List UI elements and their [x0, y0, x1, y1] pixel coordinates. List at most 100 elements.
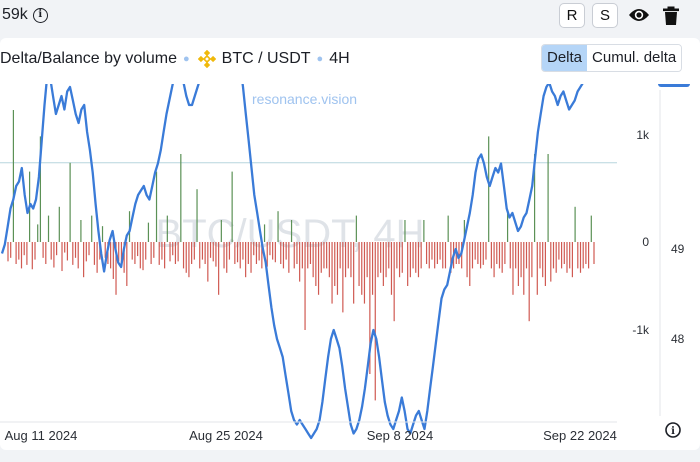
delta-bar [301, 242, 303, 269]
delta-bar [23, 242, 25, 256]
delta-bar [388, 242, 390, 269]
delta-bar [164, 242, 166, 269]
delta-bar [266, 242, 268, 267]
chart-title: Delta/Balance by volume [0, 50, 177, 67]
tab-delta[interactable]: Delta [542, 45, 588, 71]
r-button[interactable]: R [559, 3, 585, 28]
delta-bar [64, 242, 66, 253]
delta-bar [431, 242, 433, 260]
delta-bar [88, 242, 90, 256]
delta-bar [26, 242, 28, 265]
delta-bar [552, 242, 555, 269]
delta-bar [96, 242, 98, 273]
trash-icon[interactable] [663, 6, 679, 25]
delta-bar [477, 242, 479, 264]
delta-bar [172, 242, 174, 256]
delta-bar [185, 242, 187, 273]
delta-axis-tick: -1k [632, 323, 650, 337]
delta-bar [382, 242, 384, 286]
delta-bar [174, 242, 177, 264]
delta-bar [520, 242, 522, 278]
delta-bar [515, 242, 517, 269]
delta-bar [199, 242, 201, 269]
separator-dot: ● [182, 53, 190, 65]
delta-bar [415, 242, 417, 273]
delta-bar [574, 206, 576, 242]
delta-bar [466, 242, 468, 278]
delta-bar [288, 242, 290, 273]
delta-axis-tick: 0 [642, 235, 649, 249]
delta-bar [47, 215, 50, 242]
delta-bar [161, 242, 163, 260]
delta-bar [312, 242, 314, 278]
delta-bar [380, 242, 382, 273]
delta-bar [53, 242, 55, 268]
delta-bar [417, 242, 420, 278]
delta-bar [482, 242, 484, 265]
delta-bar [290, 220, 293, 242]
delta-bar [131, 242, 133, 260]
balance-axis-tick: 48 [671, 332, 685, 346]
delta-bar [15, 242, 17, 264]
delta-bar [123, 242, 125, 273]
delta-bar [579, 242, 582, 273]
delta-bar [479, 242, 482, 269]
delta-bar [253, 242, 255, 256]
top-stat: 59k i [2, 6, 48, 24]
delta-bar [110, 242, 112, 269]
delta-bar [37, 224, 39, 242]
delta-bar [439, 242, 441, 260]
delta-bar [420, 242, 422, 269]
delta-bar [134, 242, 136, 264]
delta-bar [56, 242, 58, 256]
delta-bar [196, 189, 198, 242]
x-tick-label: Sep 8 2024 [367, 428, 434, 443]
delta-bar [366, 242, 368, 278]
delta-bar [463, 220, 465, 242]
delta-bar [396, 242, 398, 269]
s-button[interactable]: S [592, 3, 618, 28]
delta-bar [390, 242, 393, 295]
delta-bar [371, 242, 374, 295]
delta-bar [590, 215, 592, 242]
delta-bar [293, 242, 295, 269]
delta-bar [101, 226, 104, 242]
resonance-watermark: resonance.vision [252, 91, 357, 107]
info-icon [665, 422, 681, 438]
delta-bar [582, 242, 584, 269]
delta-bar [377, 242, 379, 278]
bottom-strip [0, 452, 700, 462]
delta-bar [509, 242, 511, 269]
delta-bar [150, 242, 152, 264]
delta-bar [247, 242, 249, 264]
delta-bar [255, 242, 258, 264]
delta-bar [236, 242, 239, 263]
delta-bar [450, 242, 452, 273]
delta-bar [191, 242, 193, 264]
delta-bar [528, 242, 530, 322]
delta-bar [85, 242, 87, 262]
delta-bar [512, 242, 514, 295]
delta-balance-chart[interactable]: BTC/USDT, 4H resonance.vision Aug 11 2024 A… [0, 84, 700, 450]
delta-bar [363, 242, 366, 304]
x-tick-label: Sep 22 2024 [543, 428, 617, 443]
delta-bar [490, 242, 492, 269]
delta-bar [7, 242, 9, 262]
delta-bar [385, 242, 387, 278]
delta-bar [539, 242, 541, 269]
balance-line [0, 84, 584, 440]
info-icon[interactable]: i [32, 7, 48, 23]
delta-bar [401, 242, 403, 273]
delta-bar [485, 242, 487, 260]
delta-bar [544, 242, 546, 286]
delta-bar [506, 211, 509, 242]
delta-bar [204, 242, 206, 264]
background-watermark: BTC/USDT, 4H [156, 212, 425, 256]
eye-icon[interactable] [628, 7, 650, 23]
delta-mode-toggle: Delta Cumul. delta [541, 44, 683, 72]
delta-bar [361, 242, 363, 295]
tab-cumulative-delta[interactable]: Cumul. delta [587, 45, 682, 71]
delta-bar [342, 242, 344, 313]
delta-bar [80, 220, 82, 242]
delta-bar [423, 220, 425, 242]
